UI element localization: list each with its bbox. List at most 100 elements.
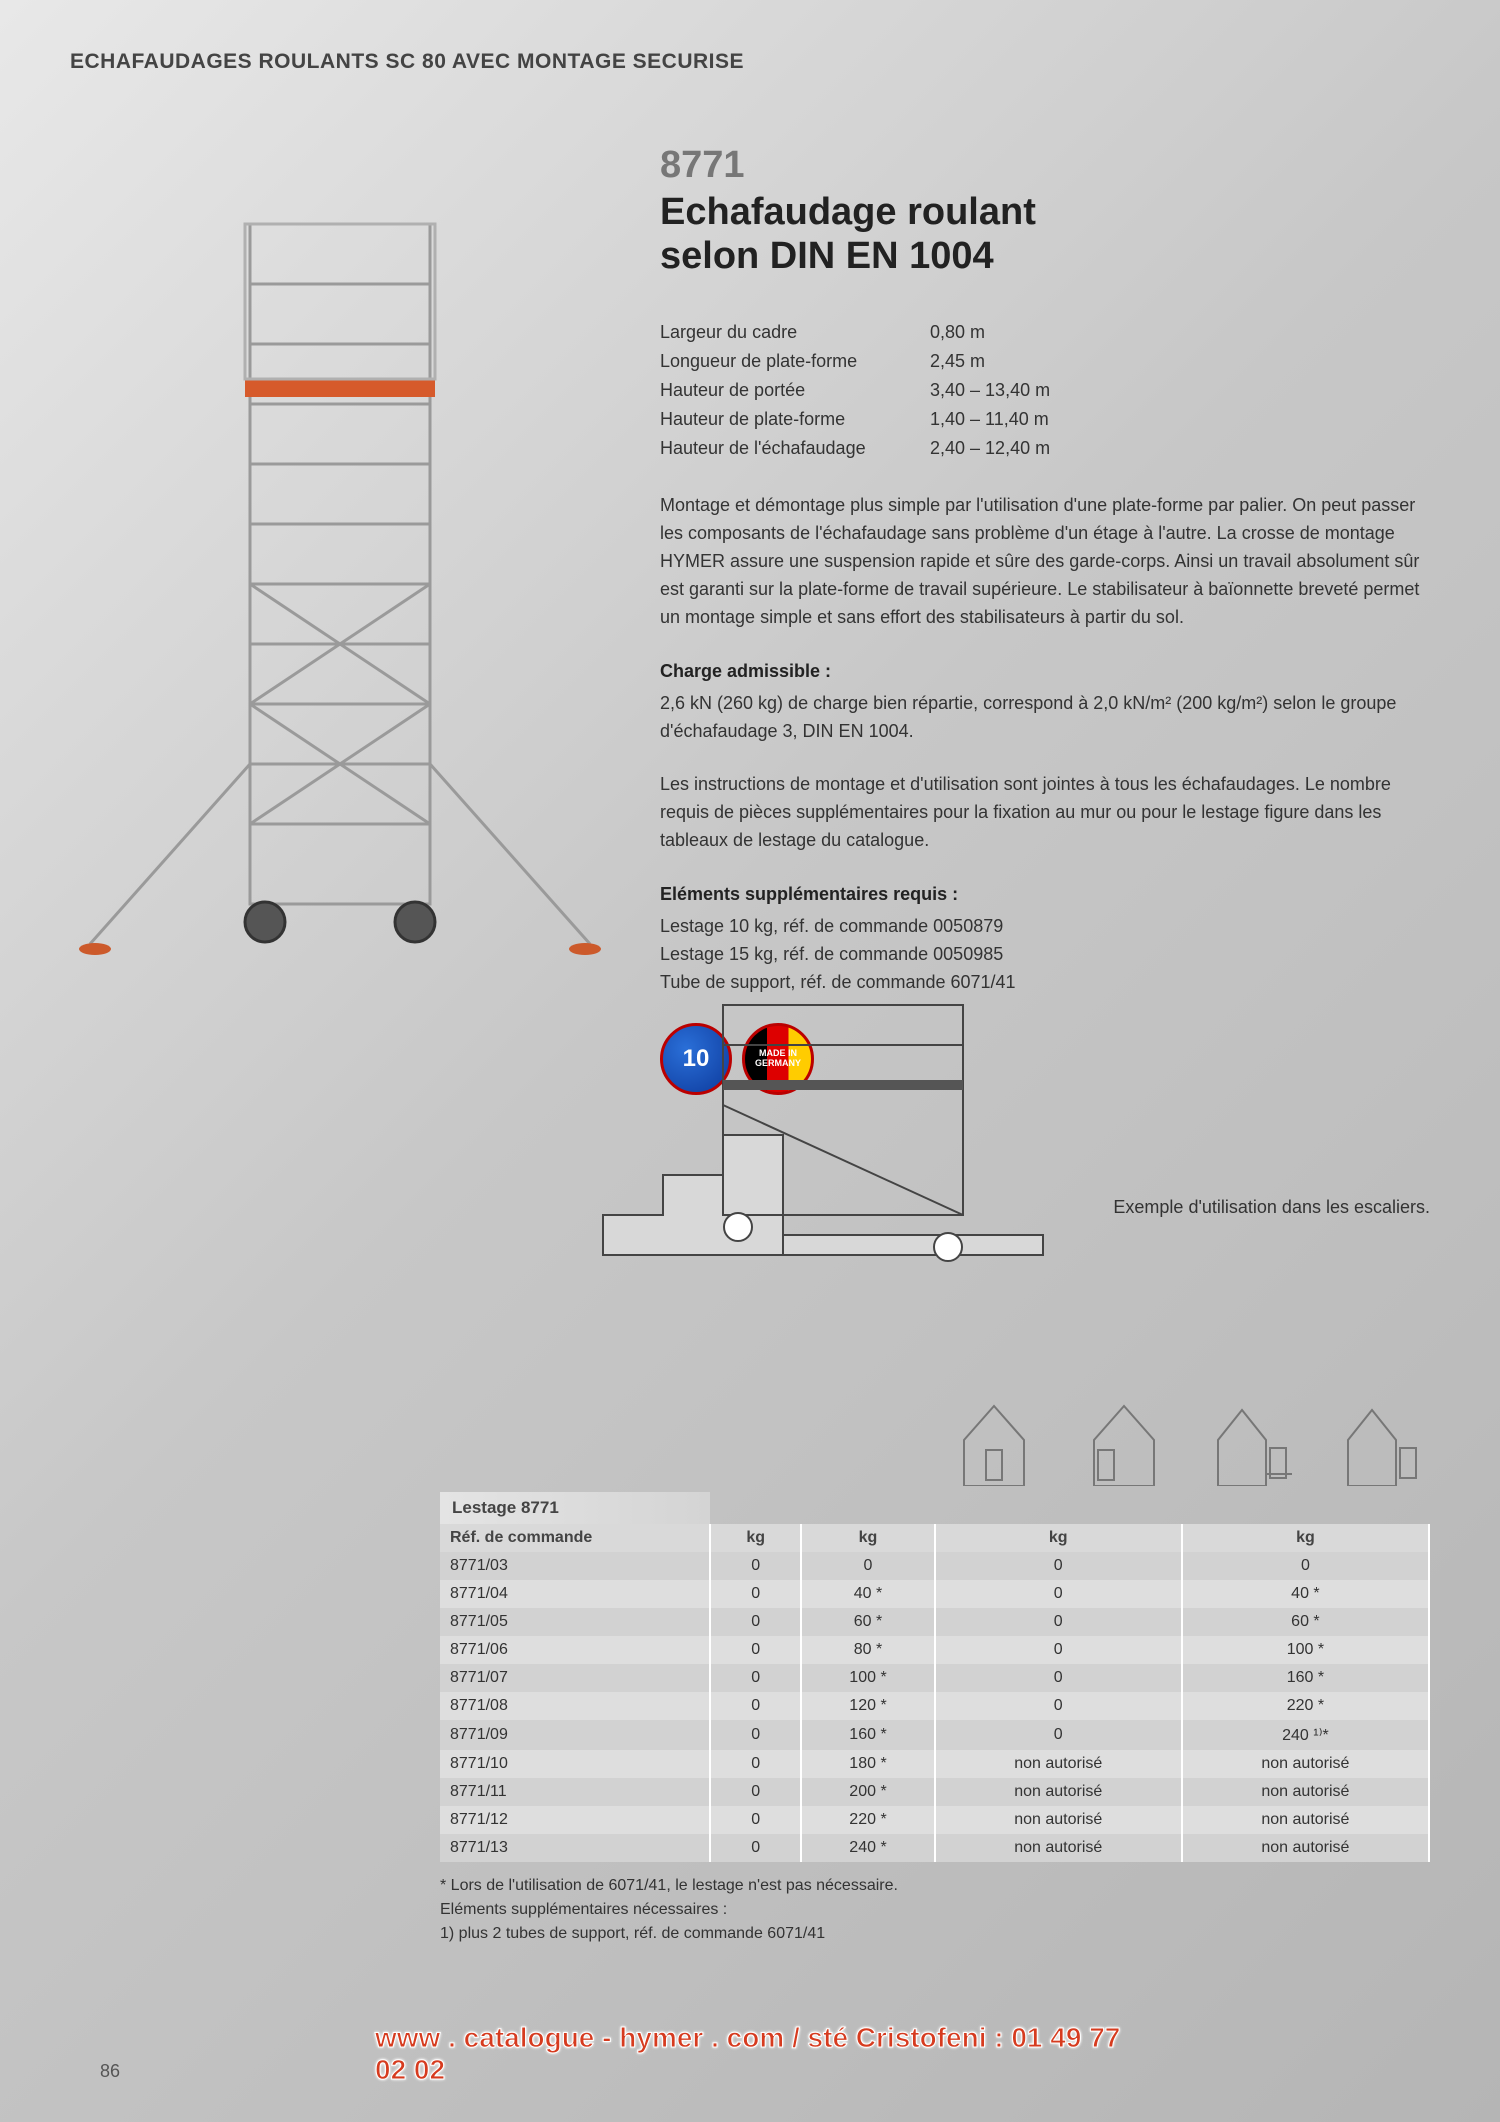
stairs-example-row: Exemple d'utilisation dans les escaliers… [70, 975, 1430, 1280]
table-header-row: Réf. de commande kg kg kg kg [440, 1524, 1429, 1552]
cell-c1: 0 [710, 1636, 801, 1664]
cell-c2: 80 * [801, 1636, 934, 1664]
spec-value: 2,45 m [930, 347, 1430, 376]
spec-table: Largeur du cadre0,80 mLongueur de plate-… [660, 318, 1430, 462]
title-line-1: Echafaudage roulant [660, 191, 1036, 233]
cell-c2: 200 * [801, 1778, 934, 1806]
cell-c1: 0 [710, 1608, 801, 1636]
cell-c1: 0 [710, 1778, 801, 1806]
col-kg-4: kg [1182, 1524, 1429, 1552]
stairs-caption: Exemple d'utilisation dans les escaliers… [1113, 1195, 1430, 1280]
cell-c2: 220 * [801, 1806, 934, 1834]
lestage-table: Réf. de commande kg kg kg kg 8771/03 0 0… [440, 1524, 1430, 1862]
table-row: 8771/04 0 40 * 0 40 * [440, 1580, 1429, 1608]
cell-c2: 60 * [801, 1608, 934, 1636]
description-1: Montage et démontage plus simple par l'u… [660, 492, 1430, 631]
spec-value: 1,40 – 11,40 m [930, 405, 1430, 434]
cell-ref: 8771/07 [440, 1664, 710, 1692]
table-row: 8771/11 0 200 * non autorisé non autoris… [440, 1778, 1429, 1806]
product-image [70, 144, 610, 964]
spec-label: Longueur de plate-forme [660, 347, 930, 376]
spec-row: Hauteur de plate-forme1,40 – 11,40 m [660, 405, 1430, 434]
col-kg-1: kg [710, 1524, 801, 1552]
cell-c2: 100 * [801, 1664, 934, 1692]
cell-c4: non autorisé [1182, 1834, 1429, 1862]
spec-label: Largeur du cadre [660, 318, 930, 347]
cell-ref: 8771/10 [440, 1750, 710, 1778]
col-kg-3: kg [935, 1524, 1182, 1552]
stairs-example-image [563, 975, 1083, 1280]
house-icons-row [440, 1400, 1430, 1486]
cell-c4: 240 ¹⁾* [1182, 1720, 1429, 1750]
indoor-center-icon [954, 1400, 1034, 1486]
supplement-line: Lestage 10 kg, réf. de commande 0050879 [660, 913, 1430, 941]
cell-c1: 0 [710, 1806, 801, 1834]
cell-c3: 0 [935, 1636, 1182, 1664]
footnote-line: * Lors de l'utilisation de 6071/41, le l… [440, 1874, 1430, 1898]
main-content: 8771 Echafaudage roulant selon DIN EN 10… [70, 144, 1430, 1095]
cell-c3: non autorisé [935, 1778, 1182, 1806]
cell-c1: 0 [710, 1664, 801, 1692]
spec-value: 0,80 m [930, 318, 1430, 347]
section-header: ECHAFAUDAGES ROULANTS SC 80 AVEC MONTAGE… [70, 40, 1430, 74]
supplements-heading: Eléments supplémentaires requis : [660, 881, 1430, 909]
cell-c2: 0 [801, 1552, 934, 1580]
left-column [70, 144, 620, 1095]
cell-c4: 40 * [1182, 1580, 1429, 1608]
cell-c4: 100 * [1182, 1636, 1429, 1664]
footnotes: * Lors de l'utilisation de 6071/41, le l… [440, 1874, 1430, 1946]
lestage-title: Lestage 8771 [440, 1492, 710, 1524]
cell-ref: 8771/03 [440, 1552, 710, 1580]
table-row: 8771/10 0 180 * non autorisé non autoris… [440, 1750, 1429, 1778]
table-row: 8771/12 0 220 * non autorisé non autoris… [440, 1806, 1429, 1834]
spec-value: 2,40 – 12,40 m [930, 434, 1430, 463]
charge-text: 2,6 kN (260 kg) de charge bien répartie,… [660, 690, 1430, 746]
col-kg-2: kg [801, 1524, 934, 1552]
cell-ref: 8771/09 [440, 1720, 710, 1750]
description-2: Les instructions de montage et d'utilisa… [660, 771, 1430, 855]
cell-c3: 0 [935, 1664, 1182, 1692]
product-code: 8771 [660, 144, 1430, 187]
cell-c2: 160 * [801, 1720, 934, 1750]
spec-row: Largeur du cadre0,80 m [660, 318, 1430, 347]
cell-c2: 40 * [801, 1580, 934, 1608]
spec-label: Hauteur de plate-forme [660, 405, 930, 434]
cell-c4: 60 * [1182, 1608, 1429, 1636]
cell-c2: 240 * [801, 1834, 934, 1862]
table-row: 8771/06 0 80 * 0 100 * [440, 1636, 1429, 1664]
outdoor-center-icon [1214, 1400, 1294, 1486]
charge-heading: Charge admissible : [660, 658, 1430, 686]
cell-c3: 0 [935, 1580, 1182, 1608]
cell-c4: 220 * [1182, 1692, 1429, 1720]
cell-ref: 8771/12 [440, 1806, 710, 1834]
cell-c1: 0 [710, 1720, 801, 1750]
cell-c3: non autorisé [935, 1750, 1182, 1778]
catalog-page: ECHAFAUDAGES ROULANTS SC 80 AVEC MONTAGE… [0, 0, 1500, 2122]
footnote-line: Eléments supplémentaires nécessaires : [440, 1898, 1430, 1922]
cell-ref: 8771/05 [440, 1608, 710, 1636]
cell-c4: non autorisé [1182, 1750, 1429, 1778]
cell-c1: 0 [710, 1552, 801, 1580]
cell-c1: 0 [710, 1834, 801, 1862]
cell-c3: 0 [935, 1608, 1182, 1636]
right-column: 8771 Echafaudage roulant selon DIN EN 10… [660, 144, 1430, 1095]
cell-c1: 0 [710, 1580, 801, 1608]
table-row: 8771/13 0 240 * non autorisé non autoris… [440, 1834, 1429, 1862]
spec-label: Hauteur de portée [660, 376, 930, 405]
table-row: 8771/05 0 60 * 0 60 * [440, 1608, 1429, 1636]
cell-ref: 8771/04 [440, 1580, 710, 1608]
spec-row: Hauteur de portée3,40 – 13,40 m [660, 376, 1430, 405]
cell-c1: 0 [710, 1750, 801, 1778]
cell-ref: 8771/13 [440, 1834, 710, 1862]
footnote-line: 1) plus 2 tubes de support, réf. de comm… [440, 1922, 1430, 1946]
table-row: 8771/08 0 120 * 0 220 * [440, 1692, 1429, 1720]
cell-ref: 8771/06 [440, 1636, 710, 1664]
charge-block: Charge admissible : 2,6 kN (260 kg) de c… [660, 658, 1430, 746]
page-number: 86 [100, 2061, 120, 2082]
spec-label: Hauteur de l'échafaudage [660, 434, 930, 463]
outdoor-side-icon [1344, 1400, 1424, 1486]
table-row: 8771/07 0 100 * 0 160 * [440, 1664, 1429, 1692]
cell-c4: 0 [1182, 1552, 1429, 1580]
cell-c2: 180 * [801, 1750, 934, 1778]
cell-c4: non autorisé [1182, 1806, 1429, 1834]
